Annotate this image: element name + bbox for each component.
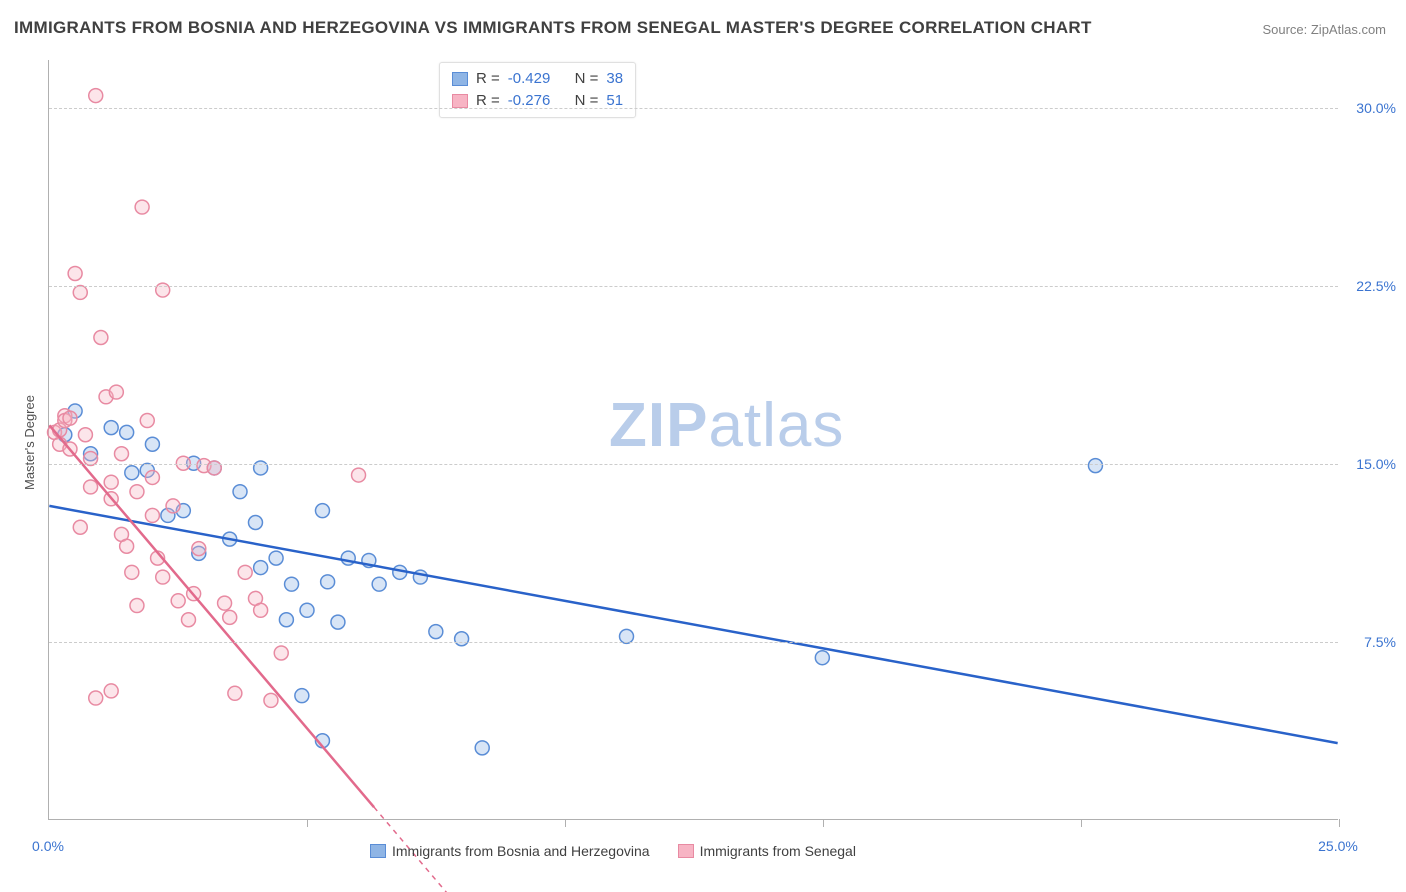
data-point: [120, 539, 134, 553]
gridline: [49, 286, 1338, 287]
data-point: [223, 610, 237, 624]
data-point: [115, 447, 129, 461]
data-point: [254, 561, 268, 575]
x-tick: [307, 819, 308, 827]
data-point: [63, 411, 77, 425]
data-point: [192, 542, 206, 556]
data-point: [300, 603, 314, 617]
legend-bottom: Immigrants from Bosnia and Herzegovina Im…: [370, 843, 856, 859]
data-point: [140, 414, 154, 428]
data-point: [181, 613, 195, 627]
data-point: [372, 577, 386, 591]
legend-item: Immigrants from Senegal: [678, 843, 856, 859]
data-point: [84, 480, 98, 494]
gridline: [49, 464, 1338, 465]
data-point: [73, 520, 87, 534]
chart-title: IMMIGRANTS FROM BOSNIA AND HERZEGOVINA V…: [14, 18, 1092, 38]
data-point: [233, 485, 247, 499]
stats-swatch: [452, 94, 468, 108]
data-point: [321, 575, 335, 589]
data-point: [171, 594, 185, 608]
data-point: [94, 331, 108, 345]
data-point: [125, 466, 139, 480]
legend-label: Immigrants from Senegal: [700, 843, 856, 859]
chart-svg: [49, 60, 1338, 819]
legend-swatch: [678, 844, 694, 858]
x-tick: [1081, 819, 1082, 827]
stats-swatch: [452, 72, 468, 86]
stats-row: R =-0.276 N =51: [452, 90, 623, 112]
x-tick: [565, 819, 566, 827]
data-point: [109, 385, 123, 399]
data-point: [475, 741, 489, 755]
x-tick: [823, 819, 824, 827]
data-point: [274, 646, 288, 660]
stats-row: R =-0.429 N =38: [452, 68, 623, 90]
y-tick-label: 15.0%: [1356, 456, 1396, 472]
plot-area: ZIPatlas R =-0.429 N =38R =-0.276 N =51 …: [48, 60, 1338, 820]
data-point: [1088, 459, 1102, 473]
data-point: [130, 485, 144, 499]
source-label: Source: ZipAtlas.com: [1262, 22, 1386, 37]
data-point: [254, 603, 268, 617]
legend-item: Immigrants from Bosnia and Herzegovina: [370, 843, 650, 859]
legend-label: Immigrants from Bosnia and Herzegovina: [392, 843, 650, 859]
y-tick-label: 22.5%: [1356, 278, 1396, 294]
data-point: [120, 425, 134, 439]
data-point: [238, 565, 252, 579]
trend-line: [49, 506, 1337, 743]
data-point: [135, 200, 149, 214]
x-tick: [1339, 819, 1340, 827]
data-point: [104, 684, 118, 698]
data-point: [78, 428, 92, 442]
data-point: [429, 625, 443, 639]
data-point: [89, 691, 103, 705]
data-point: [315, 504, 329, 518]
data-point: [89, 89, 103, 103]
y-tick-label: 30.0%: [1356, 100, 1396, 116]
x-tick-label-right: 25.0%: [1318, 838, 1358, 854]
data-point: [104, 475, 118, 489]
data-point: [331, 615, 345, 629]
data-point: [104, 421, 118, 435]
y-tick-label: 7.5%: [1364, 634, 1396, 650]
data-point: [68, 266, 82, 280]
data-point: [269, 551, 283, 565]
y-axis-label: Master's Degree: [22, 395, 37, 490]
data-point: [145, 508, 159, 522]
data-point: [145, 470, 159, 484]
chart-container: IMMIGRANTS FROM BOSNIA AND HERZEGOVINA V…: [0, 0, 1406, 892]
data-point: [218, 596, 232, 610]
data-point: [228, 686, 242, 700]
gridline: [49, 108, 1338, 109]
data-point: [156, 570, 170, 584]
legend-swatch: [370, 844, 386, 858]
data-point: [166, 499, 180, 513]
data-point: [285, 577, 299, 591]
data-point: [125, 565, 139, 579]
data-point: [73, 285, 87, 299]
data-point: [352, 468, 366, 482]
data-point: [815, 651, 829, 665]
data-point: [279, 613, 293, 627]
data-point: [295, 689, 309, 703]
data-point: [130, 599, 144, 613]
data-point: [248, 516, 262, 530]
data-point: [145, 437, 159, 451]
x-tick-label-left: 0.0%: [32, 838, 64, 854]
data-point: [455, 632, 469, 646]
stats-box: R =-0.429 N =38R =-0.276 N =51: [439, 62, 636, 118]
data-point: [264, 693, 278, 707]
gridline: [49, 642, 1338, 643]
trend-line: [49, 425, 374, 807]
